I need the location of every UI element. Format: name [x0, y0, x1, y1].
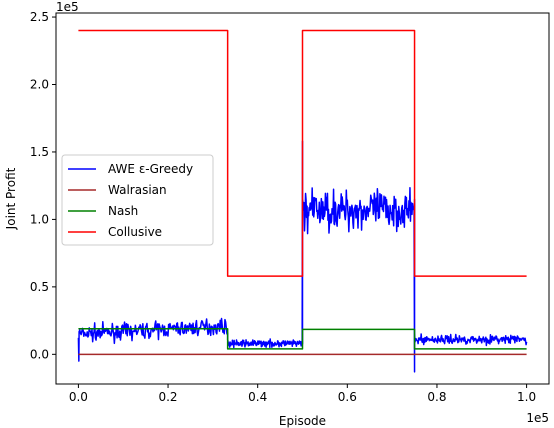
y-tick-label: 0.5: [30, 280, 49, 294]
y-axis-ticks: 0.0 0.5 1.0 1.5 2.0 2.5: [30, 10, 56, 361]
x-tick-label: 0.2: [158, 390, 177, 404]
x-tick-label: 0.4: [248, 390, 267, 404]
y-tick-label: 1.5: [30, 145, 49, 159]
x-axis-label: Episode: [279, 414, 326, 428]
x-axis-ticks: 0.0 0.2 0.4 0.6 0.8 1.0: [69, 384, 536, 404]
legend-entry: Collusive: [108, 225, 162, 239]
series-line-collusive: [78, 29, 527, 277]
x-tick-label: 1.0: [517, 390, 536, 404]
plot-lines: [77, 29, 528, 373]
x-axis-offset-label: 1e5: [526, 411, 549, 425]
legend-entry: Walrasian: [108, 183, 167, 197]
x-tick-label: 0.0: [69, 390, 88, 404]
legend-box: [61, 154, 214, 246]
y-tick-label: 2.5: [30, 10, 49, 24]
y-axis-offset-label: 1e5: [56, 0, 79, 14]
y-tick-label: 1.0: [30, 212, 49, 226]
x-tick-label: 0.8: [427, 390, 446, 404]
y-tick-label: 0.0: [30, 347, 49, 361]
y-tick-label: 2.0: [30, 78, 49, 92]
axes-frame: [55, 12, 550, 385]
legend-entry: Nash: [108, 204, 138, 218]
y-axis-label: Joint Profit: [4, 167, 18, 230]
legend: AWE ε-Greedy Walrasian Nash Collusive: [61, 154, 214, 246]
x-tick-label: 0.6: [338, 390, 357, 404]
series-line-nash: [78, 327, 527, 350]
legend-entry: AWE ε-Greedy: [108, 162, 193, 176]
